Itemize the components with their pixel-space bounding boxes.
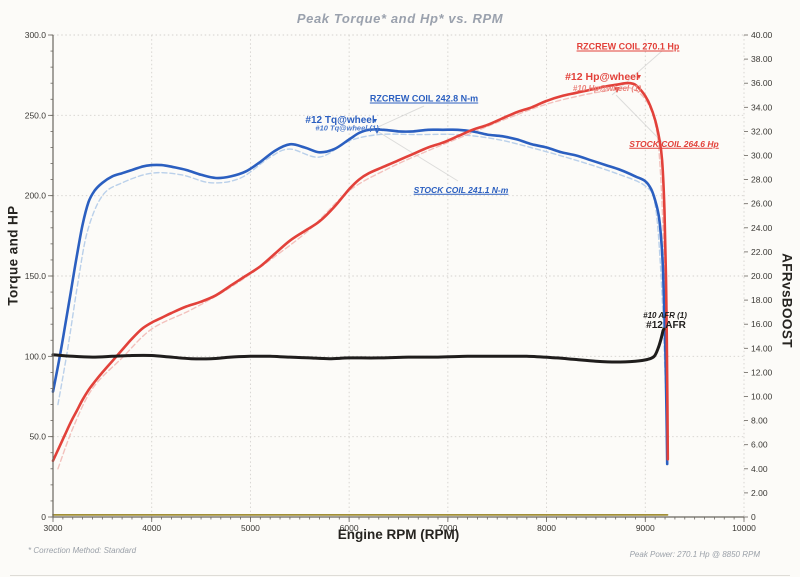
svg-text:30.00: 30.00 <box>751 151 773 161</box>
svg-text:8000: 8000 <box>537 523 556 533</box>
svg-text:4000: 4000 <box>142 523 161 533</box>
tq12-label: #12 Tq@wheel <box>305 115 375 126</box>
svg-text:150.0: 150.0 <box>25 271 47 281</box>
svg-text:10000: 10000 <box>732 523 756 533</box>
chart-title: Peak Torque* and Hp* vs. RPM <box>296 11 504 26</box>
svg-text:3000: 3000 <box>44 523 63 533</box>
afr12-label: #12 AFR <box>646 320 686 331</box>
svg-text:50.0: 50.0 <box>29 432 46 442</box>
stock-tq-label: STOCK COIL 241.1 N-m <box>413 184 509 195</box>
svg-text:7000: 7000 <box>438 523 457 533</box>
svg-text:200.0: 200.0 <box>25 191 47 201</box>
stock-hp-label: STOCK COIL 264.6 Hp <box>629 138 719 149</box>
svg-text:4.00: 4.00 <box>751 464 768 474</box>
svg-text:16.00: 16.00 <box>751 319 773 329</box>
series--12-tq-wheel-rzcrew-coil-242-8-n-m- <box>51 128 669 466</box>
svg-text:0: 0 <box>41 512 46 522</box>
tick-marks <box>48 34 748 522</box>
svg-text:5000: 5000 <box>241 523 260 533</box>
svg-text:100.0: 100.0 <box>25 351 47 361</box>
correction-method-note: * Correction Method: Standard <box>28 546 137 555</box>
svg-text:28.00: 28.00 <box>751 175 773 185</box>
rzcrew-hp-label: RZCREW COIL 270.1 Hp <box>576 41 680 52</box>
svg-text:300.0: 300.0 <box>25 30 47 40</box>
svg-text:26.00: 26.00 <box>751 199 773 209</box>
svg-text:8.00: 8.00 <box>751 416 768 426</box>
svg-text:250.0: 250.0 <box>25 110 47 120</box>
svg-text:18.00: 18.00 <box>751 295 773 305</box>
peak-power-note: Peak Power: 270.1 Hp @ 8850 RPM <box>629 550 760 559</box>
svg-text:12.00: 12.00 <box>751 367 773 377</box>
svg-text:36.00: 36.00 <box>751 78 773 88</box>
svg-text:14.00: 14.00 <box>751 343 773 353</box>
x-axis-label: Engine RPM (RPM) <box>337 527 460 542</box>
gridlines <box>53 34 745 517</box>
svg-text:34.00: 34.00 <box>751 102 773 112</box>
svg-text:20.00: 20.00 <box>751 271 773 281</box>
curve-markers <box>373 75 641 134</box>
series--12-afr <box>51 327 666 364</box>
hp12-label: #12 Hp@wheel <box>565 70 639 83</box>
series--10-hp-wheel-1- <box>57 86 668 470</box>
series--12-hp-wheel-rzcrew-coil-270-1-hp- <box>51 81 670 463</box>
svg-text:38.00: 38.00 <box>751 54 773 64</box>
svg-text:24.00: 24.00 <box>751 223 773 233</box>
svg-text:22.00: 22.00 <box>751 247 773 257</box>
tq10-label: #10 Tq@wheel (1) <box>315 123 379 133</box>
svg-text:0: 0 <box>751 512 756 522</box>
svg-text:32.00: 32.00 <box>751 126 773 136</box>
scan-edge-line <box>10 575 790 576</box>
svg-text:40.00: 40.00 <box>751 30 773 40</box>
series--10-tq-wheel-1- <box>57 133 669 454</box>
hp10-label: #10 Hp@wheel (1) <box>572 84 642 93</box>
afr10-label: #10 AFR (1) <box>643 311 687 320</box>
svg-text:9000: 9000 <box>636 523 655 533</box>
svg-text:2.00: 2.00 <box>751 488 768 498</box>
svg-text:6000: 6000 <box>340 523 359 533</box>
rzcrew-tq-label: RZCREW COIL 242.8 N-m <box>369 93 479 104</box>
svg-text:6.00: 6.00 <box>751 440 768 450</box>
svg-text:10.00: 10.00 <box>751 392 773 402</box>
